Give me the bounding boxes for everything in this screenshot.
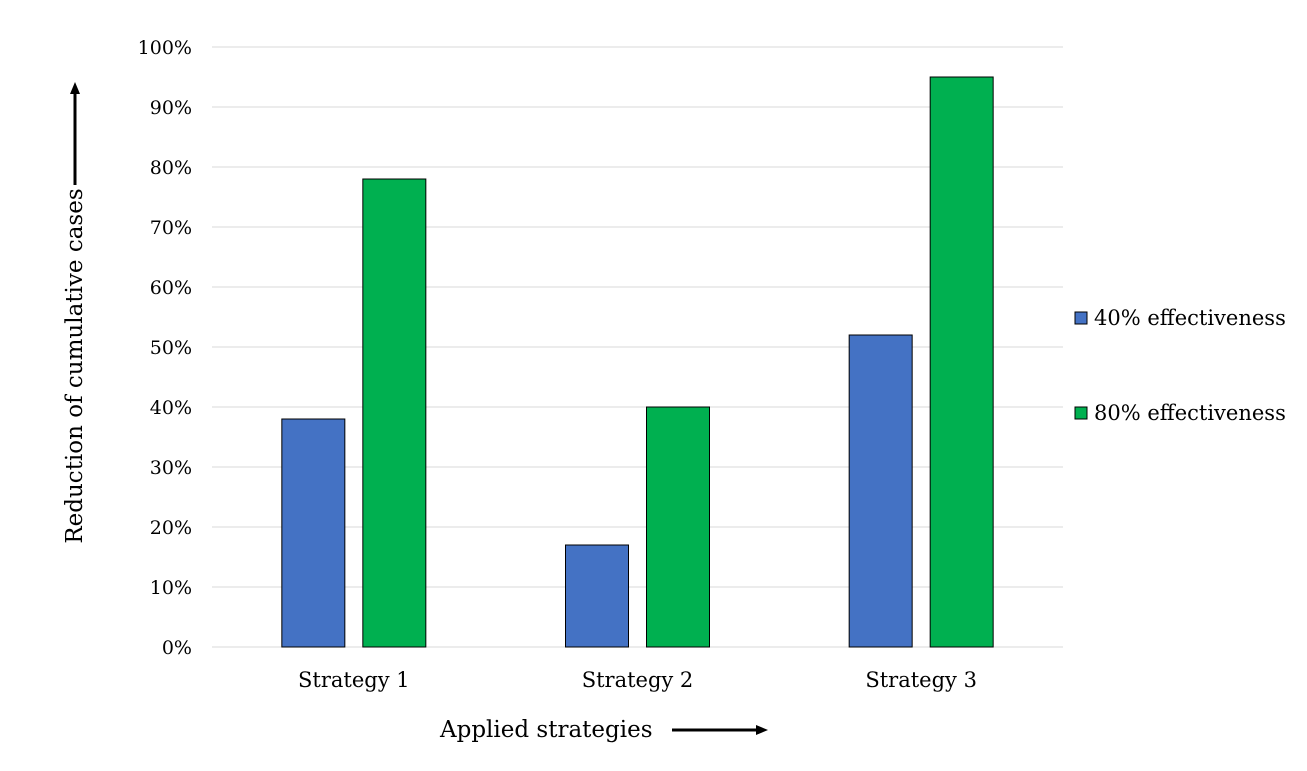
y-axis-arrow-icon xyxy=(70,82,80,185)
y-tick-label: 20% xyxy=(150,517,192,539)
x-tick-label: Strategy 3 xyxy=(865,668,977,692)
legend-swatch-40-effectiveness xyxy=(1074,311,1088,325)
bar-strategy-1-series-1 xyxy=(281,418,346,648)
y-tick-label: 30% xyxy=(150,457,192,479)
bar-strategy-1-series-2 xyxy=(362,178,427,648)
y-tick-label: 100% xyxy=(138,37,192,59)
y-tick-label: 60% xyxy=(150,277,192,299)
y-tick-label: 50% xyxy=(150,337,192,359)
y-tick-label: 10% xyxy=(150,577,192,599)
bar-strategy-2-series-1 xyxy=(565,544,629,648)
legend-swatch-80-effectiveness xyxy=(1074,406,1088,420)
x-tick-label: Strategy 1 xyxy=(298,668,410,692)
gridlines xyxy=(212,46,1063,648)
legend-label-80-effectiveness: 80% effectiveness xyxy=(1094,401,1286,425)
legend: 40% effectiveness 80% effectiveness xyxy=(1074,306,1286,425)
x-tick-label: Strategy 2 xyxy=(582,668,694,692)
bar-strategy-2-series-2 xyxy=(646,406,710,648)
bars xyxy=(281,76,994,648)
y-tick-label: 80% xyxy=(150,157,192,179)
y-axis-title: Reduction of cumulative cases xyxy=(62,188,88,543)
legend-label-40-effectiveness: 40% effectiveness xyxy=(1094,306,1286,330)
y-tick-label: 90% xyxy=(150,97,192,119)
y-tick-label: 0% xyxy=(162,637,192,659)
x-axis-ticks: Strategy 1 Strategy 2 Strategy 3 xyxy=(298,668,977,692)
x-axis-arrow-icon xyxy=(672,725,768,735)
bar-strategy-3-series-1 xyxy=(848,334,913,648)
y-tick-label: 40% xyxy=(150,397,192,419)
y-tick-label: 70% xyxy=(150,217,192,239)
bar-strategy-3-series-2 xyxy=(929,76,994,648)
y-axis-ticks: 0% 10% 20% 30% 40% 50% 60% 70% 80% 90% 100% xyxy=(138,37,192,659)
x-axis-title: Applied strategies xyxy=(439,717,653,743)
